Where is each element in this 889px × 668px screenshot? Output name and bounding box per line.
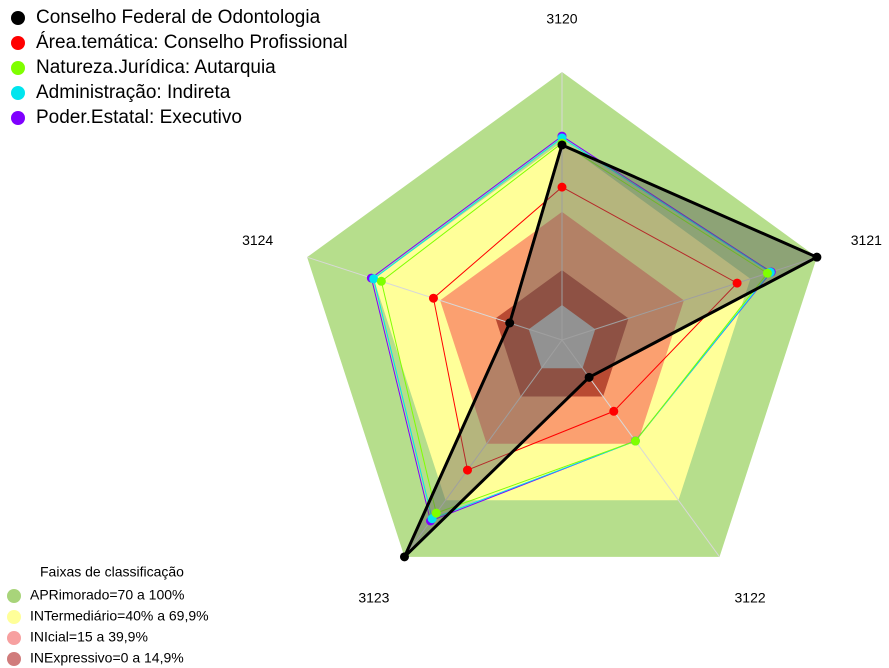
legend-marker — [11, 36, 25, 50]
legend-label: Natureza.Jurídica: Autarquia — [36, 57, 276, 78]
point — [369, 274, 379, 284]
point — [431, 508, 441, 518]
series-line — [370, 135, 772, 522]
band-legend-label: INTermediário=40% a 69,9% — [30, 608, 209, 624]
legend-label: Área.temática: Conselho Profissional — [36, 32, 348, 53]
band-legend-marker — [7, 631, 21, 645]
point — [630, 436, 640, 446]
point — [505, 318, 515, 328]
point — [812, 252, 822, 262]
point — [399, 552, 409, 562]
point — [762, 268, 772, 278]
band-legend-marker — [7, 652, 21, 666]
band-legend-marker — [7, 589, 21, 603]
point — [376, 276, 386, 286]
legend-label: Conselho Federal de Odontologia — [36, 7, 321, 28]
band-legend-label: APRimorado=70 a 100% — [30, 587, 185, 603]
point — [557, 140, 567, 150]
point — [557, 182, 567, 192]
point — [428, 293, 438, 303]
point — [584, 372, 594, 382]
legend-marker — [11, 111, 25, 125]
axis-label: 3123 — [358, 590, 389, 606]
point — [732, 278, 742, 288]
series-line — [432, 186, 738, 471]
axis-label: 3120 — [546, 11, 577, 27]
legend-marker — [11, 61, 25, 75]
bands-title: Faixas de classificação — [40, 564, 184, 580]
legend-marker — [11, 11, 25, 25]
legend-label: Administração: Indireta — [36, 82, 231, 103]
axis-label: 3122 — [735, 590, 766, 606]
band-legend-label: INIcial=15 a 39,9% — [30, 629, 148, 645]
point — [609, 406, 619, 416]
axis-label: 3121 — [851, 232, 882, 248]
point — [462, 465, 472, 475]
series-line — [373, 137, 772, 520]
axis-label: 3124 — [242, 232, 273, 248]
band-legend-marker — [7, 610, 21, 624]
band-legend-label: INExpressivo=0 a 14,9% — [30, 650, 184, 666]
legend-marker — [11, 86, 25, 100]
series-line — [380, 142, 769, 514]
legend-label: Poder.Estatal: Executivo — [36, 107, 242, 128]
series-line — [403, 142, 821, 558]
